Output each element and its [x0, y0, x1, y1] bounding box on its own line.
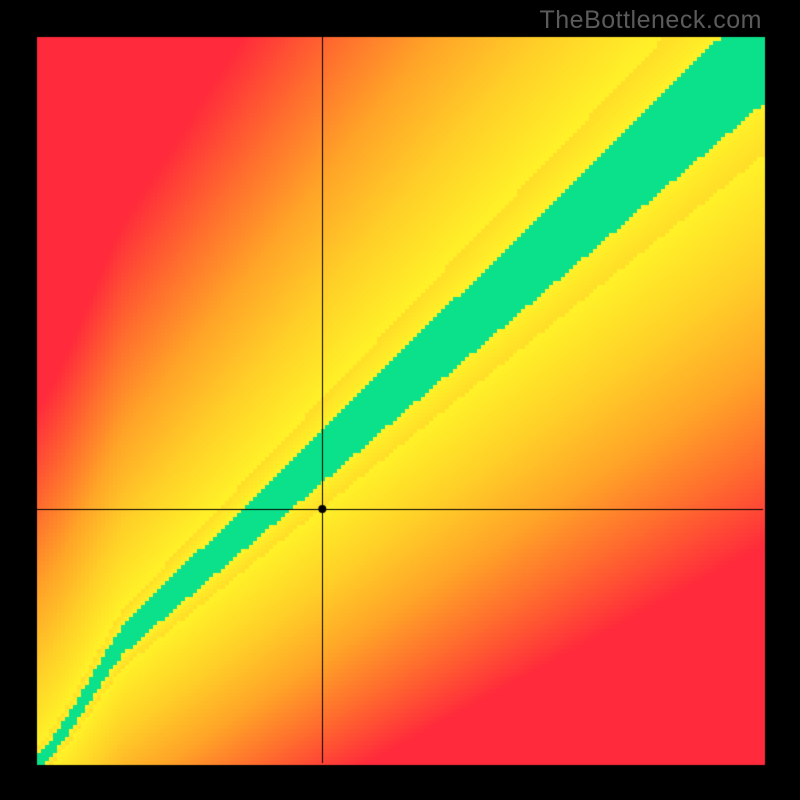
chart-frame: { "watermark": { "text": "TheBottleneck.…: [0, 0, 800, 800]
bottleneck-heatmap: [0, 0, 800, 800]
watermark-text: TheBottleneck.com: [540, 6, 763, 35]
